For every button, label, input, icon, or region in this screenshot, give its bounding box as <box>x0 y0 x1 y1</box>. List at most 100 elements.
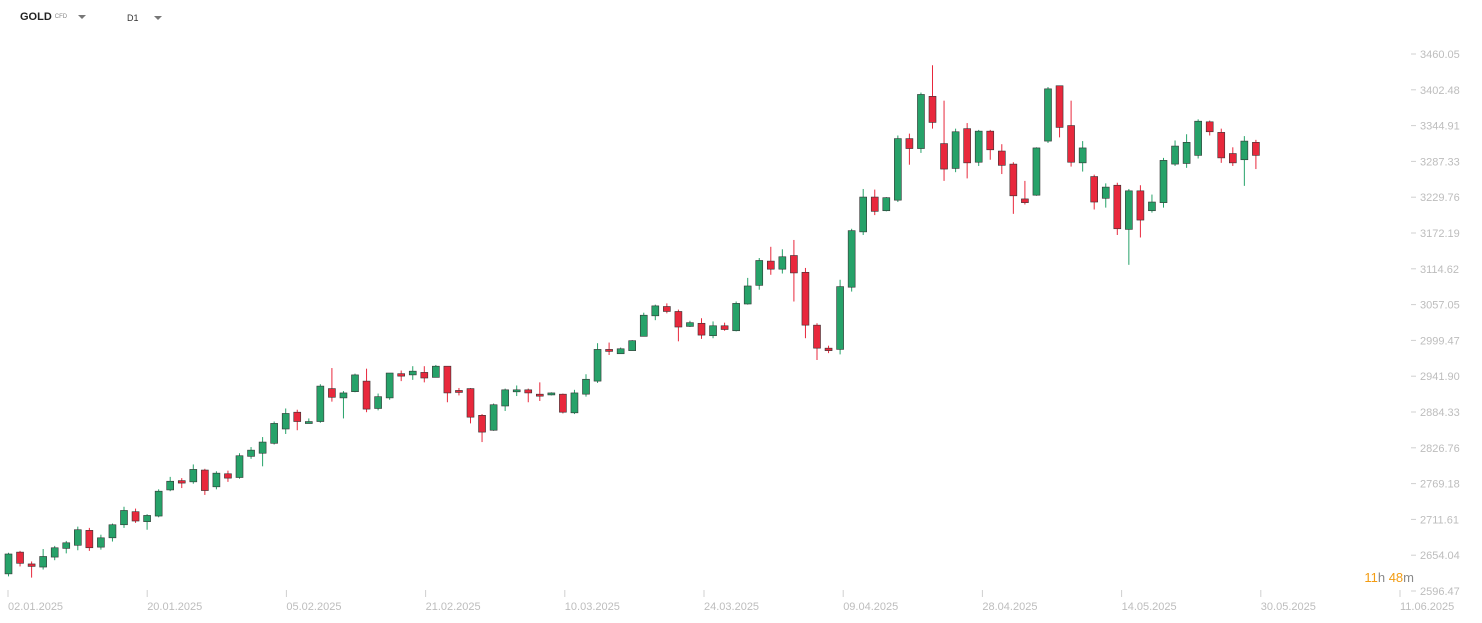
candle[interactable] <box>455 387 463 396</box>
candle[interactable] <box>1182 134 1191 168</box>
candle[interactable] <box>894 135 902 203</box>
candle[interactable] <box>847 228 856 292</box>
candle[interactable] <box>743 277 752 305</box>
candle[interactable] <box>39 549 47 570</box>
candle[interactable] <box>639 312 648 337</box>
candle[interactable] <box>1090 174 1098 210</box>
candle[interactable] <box>570 389 579 415</box>
candle[interactable] <box>940 100 948 181</box>
candle[interactable] <box>1101 183 1110 208</box>
candle[interactable] <box>4 552 13 577</box>
candle[interactable] <box>582 374 590 397</box>
candle[interactable] <box>1217 128 1226 163</box>
candle[interactable] <box>720 322 729 331</box>
candle[interactable] <box>951 128 960 173</box>
candle[interactable] <box>120 506 128 528</box>
candle[interactable] <box>1229 147 1237 166</box>
candle[interactable] <box>755 257 764 290</box>
candle[interactable] <box>697 318 706 339</box>
candle[interactable] <box>408 366 417 380</box>
candle[interactable] <box>1009 162 1018 214</box>
candle[interactable] <box>1125 188 1133 265</box>
candle[interactable] <box>1021 180 1029 205</box>
candle[interactable] <box>1044 86 1052 143</box>
candle[interactable] <box>593 343 602 383</box>
candle[interactable] <box>143 514 151 530</box>
candle[interactable] <box>293 409 302 431</box>
timeframe-dropdown-icon[interactable] <box>154 16 162 20</box>
candle[interactable] <box>466 387 475 424</box>
candle[interactable] <box>281 408 290 434</box>
candle[interactable] <box>1032 147 1041 196</box>
candle[interactable] <box>628 340 637 351</box>
candle[interactable] <box>997 144 1006 175</box>
candle[interactable] <box>97 534 105 550</box>
candle[interactable] <box>189 464 198 484</box>
candle[interactable] <box>766 246 775 275</box>
candle[interactable] <box>1240 136 1249 186</box>
candle[interactable] <box>547 392 556 396</box>
candle[interactable] <box>74 526 82 551</box>
candle[interactable] <box>443 365 452 403</box>
candle[interactable] <box>131 508 140 523</box>
candle[interactable] <box>1067 100 1075 167</box>
candle[interactable] <box>397 370 406 382</box>
candle[interactable] <box>339 391 348 419</box>
candle[interactable] <box>50 545 59 561</box>
candle[interactable] <box>154 489 163 518</box>
candle[interactable] <box>882 197 891 212</box>
candle[interactable] <box>709 321 717 339</box>
candle[interactable] <box>790 239 798 302</box>
candle[interactable] <box>235 453 244 479</box>
candle[interactable] <box>385 372 394 400</box>
candle[interactable] <box>501 388 509 411</box>
candle[interactable] <box>1148 194 1156 213</box>
candle[interactable] <box>374 393 382 411</box>
candle[interactable] <box>917 92 925 153</box>
candle[interactable] <box>870 189 879 216</box>
candle[interactable] <box>85 527 94 551</box>
candle[interactable] <box>616 347 625 355</box>
candle[interactable] <box>351 373 359 393</box>
candle[interactable] <box>512 385 521 397</box>
candle[interactable] <box>778 249 787 274</box>
candle[interactable] <box>824 345 833 354</box>
candle[interactable] <box>1171 140 1179 166</box>
candle[interactable] <box>1055 85 1064 138</box>
candle[interactable] <box>535 382 544 402</box>
timeframe-selector[interactable]: D1 <box>127 13 139 23</box>
candle[interactable] <box>1113 182 1122 235</box>
candle[interactable] <box>605 342 613 355</box>
candle[interactable] <box>177 478 186 489</box>
candle[interactable] <box>524 388 533 403</box>
candle[interactable] <box>224 470 232 482</box>
candle[interactable] <box>974 129 983 166</box>
candle[interactable] <box>432 364 440 378</box>
candle[interactable] <box>478 414 486 443</box>
candle[interactable] <box>859 188 868 235</box>
candle[interactable] <box>905 133 914 165</box>
candle[interactable] <box>674 309 683 342</box>
candle[interactable] <box>27 561 36 578</box>
candle[interactable] <box>16 550 24 567</box>
candle[interactable] <box>258 437 267 467</box>
candle[interactable] <box>651 304 660 321</box>
candle[interactable] <box>732 301 740 332</box>
candle[interactable] <box>686 320 694 328</box>
candle[interactable] <box>420 366 429 383</box>
candle[interactable] <box>1078 141 1087 172</box>
candle[interactable] <box>304 418 313 424</box>
candle[interactable] <box>201 468 209 495</box>
candle[interactable] <box>328 368 336 402</box>
candle[interactable] <box>1252 139 1260 170</box>
candle[interactable] <box>801 267 810 339</box>
symbol-selector[interactable]: GOLD CFD <box>20 11 67 23</box>
candle[interactable] <box>1136 185 1145 238</box>
candle[interactable] <box>489 403 498 431</box>
candle[interactable] <box>559 393 567 414</box>
candle[interactable] <box>108 523 117 542</box>
candle[interactable] <box>1194 119 1202 159</box>
symbol-dropdown-icon[interactable] <box>78 15 86 19</box>
candle[interactable] <box>62 540 71 554</box>
